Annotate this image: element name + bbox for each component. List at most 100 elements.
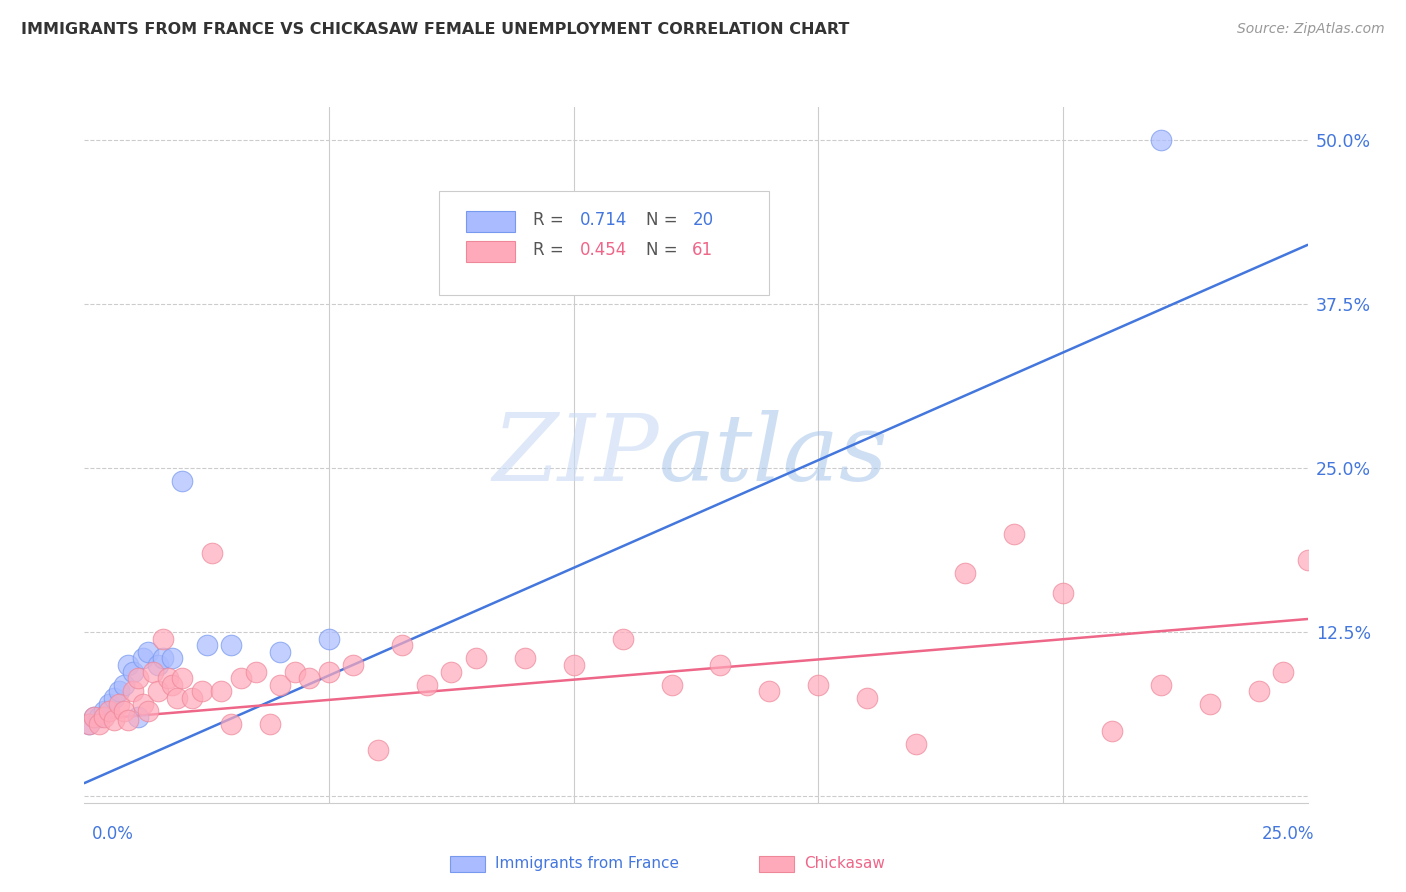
Point xyxy=(162,651,184,665)
Point xyxy=(229,671,252,685)
Point xyxy=(93,704,115,718)
Point xyxy=(142,665,165,679)
Point xyxy=(1052,586,1074,600)
Point xyxy=(219,717,242,731)
Point xyxy=(416,678,439,692)
Point xyxy=(391,638,413,652)
Point xyxy=(367,743,389,757)
Point xyxy=(77,717,100,731)
FancyBboxPatch shape xyxy=(465,211,515,232)
Point xyxy=(117,713,139,727)
Point xyxy=(191,684,214,698)
Point xyxy=(122,665,145,679)
Text: N =: N = xyxy=(645,242,683,260)
Point xyxy=(136,704,159,718)
Point xyxy=(156,671,179,685)
Text: 0.714: 0.714 xyxy=(579,211,627,229)
Point xyxy=(1150,678,1173,692)
Point xyxy=(83,710,105,724)
Text: ZIP: ZIP xyxy=(492,410,659,500)
FancyBboxPatch shape xyxy=(439,191,769,295)
Text: 61: 61 xyxy=(692,242,713,260)
Point xyxy=(298,671,321,685)
Point xyxy=(152,651,174,665)
Text: Chickasaw: Chickasaw xyxy=(804,856,886,871)
Point xyxy=(103,713,125,727)
Point xyxy=(464,651,486,665)
Point xyxy=(1150,133,1173,147)
Point xyxy=(758,684,780,698)
Point xyxy=(103,690,125,705)
Point xyxy=(1346,507,1368,521)
Point xyxy=(77,717,100,731)
Point xyxy=(259,717,281,731)
Point xyxy=(87,717,110,731)
Text: atlas: atlas xyxy=(659,410,889,500)
Text: IMMIGRANTS FROM FRANCE VS CHICKASAW FEMALE UNEMPLOYMENT CORRELATION CHART: IMMIGRANTS FROM FRANCE VS CHICKASAW FEMA… xyxy=(21,22,849,37)
Point xyxy=(318,632,340,646)
Point xyxy=(1296,553,1319,567)
Point xyxy=(318,665,340,679)
Point xyxy=(209,684,232,698)
Text: Source: ZipAtlas.com: Source: ZipAtlas.com xyxy=(1237,22,1385,37)
Text: 25.0%: 25.0% xyxy=(1263,825,1315,843)
Point xyxy=(83,710,105,724)
Point xyxy=(1395,500,1406,515)
Point xyxy=(152,632,174,646)
Point xyxy=(440,665,463,679)
Text: 20: 20 xyxy=(692,211,713,229)
Point xyxy=(905,737,928,751)
Point xyxy=(107,684,129,698)
Point xyxy=(181,690,204,705)
Point xyxy=(284,665,307,679)
Point xyxy=(1198,698,1220,712)
Point xyxy=(1320,559,1343,574)
Point xyxy=(1247,684,1270,698)
Point xyxy=(269,645,291,659)
Point xyxy=(132,698,155,712)
Point xyxy=(146,657,169,672)
Point xyxy=(136,645,159,659)
Point xyxy=(1002,526,1025,541)
Point xyxy=(661,678,683,692)
Text: 0.454: 0.454 xyxy=(579,242,627,260)
Point xyxy=(127,710,149,724)
Text: R =: R = xyxy=(533,211,569,229)
Point xyxy=(200,546,222,560)
Point xyxy=(709,657,731,672)
Point xyxy=(127,671,149,685)
Text: Immigrants from France: Immigrants from France xyxy=(495,856,679,871)
Point xyxy=(117,657,139,672)
Point xyxy=(195,638,218,652)
Point xyxy=(87,710,110,724)
Point xyxy=(107,698,129,712)
Point xyxy=(807,678,830,692)
Point xyxy=(245,665,267,679)
Point xyxy=(562,657,585,672)
Point xyxy=(97,698,120,712)
Point xyxy=(122,684,145,698)
Point xyxy=(219,638,242,652)
Point xyxy=(112,704,135,718)
Point xyxy=(342,657,364,672)
Point xyxy=(856,690,879,705)
Point xyxy=(172,671,194,685)
Point xyxy=(132,651,155,665)
Text: N =: N = xyxy=(645,211,683,229)
Point xyxy=(1272,665,1295,679)
FancyBboxPatch shape xyxy=(465,242,515,262)
Point xyxy=(146,684,169,698)
Point xyxy=(97,704,120,718)
Text: 0.0%: 0.0% xyxy=(91,825,134,843)
Point xyxy=(172,474,194,488)
Point xyxy=(513,651,536,665)
Point xyxy=(269,678,291,692)
Point xyxy=(162,678,184,692)
Point xyxy=(112,678,135,692)
Text: R =: R = xyxy=(533,242,569,260)
Point xyxy=(93,710,115,724)
Point xyxy=(166,690,188,705)
Point xyxy=(1101,723,1123,738)
Point xyxy=(953,566,976,580)
Point xyxy=(612,632,634,646)
